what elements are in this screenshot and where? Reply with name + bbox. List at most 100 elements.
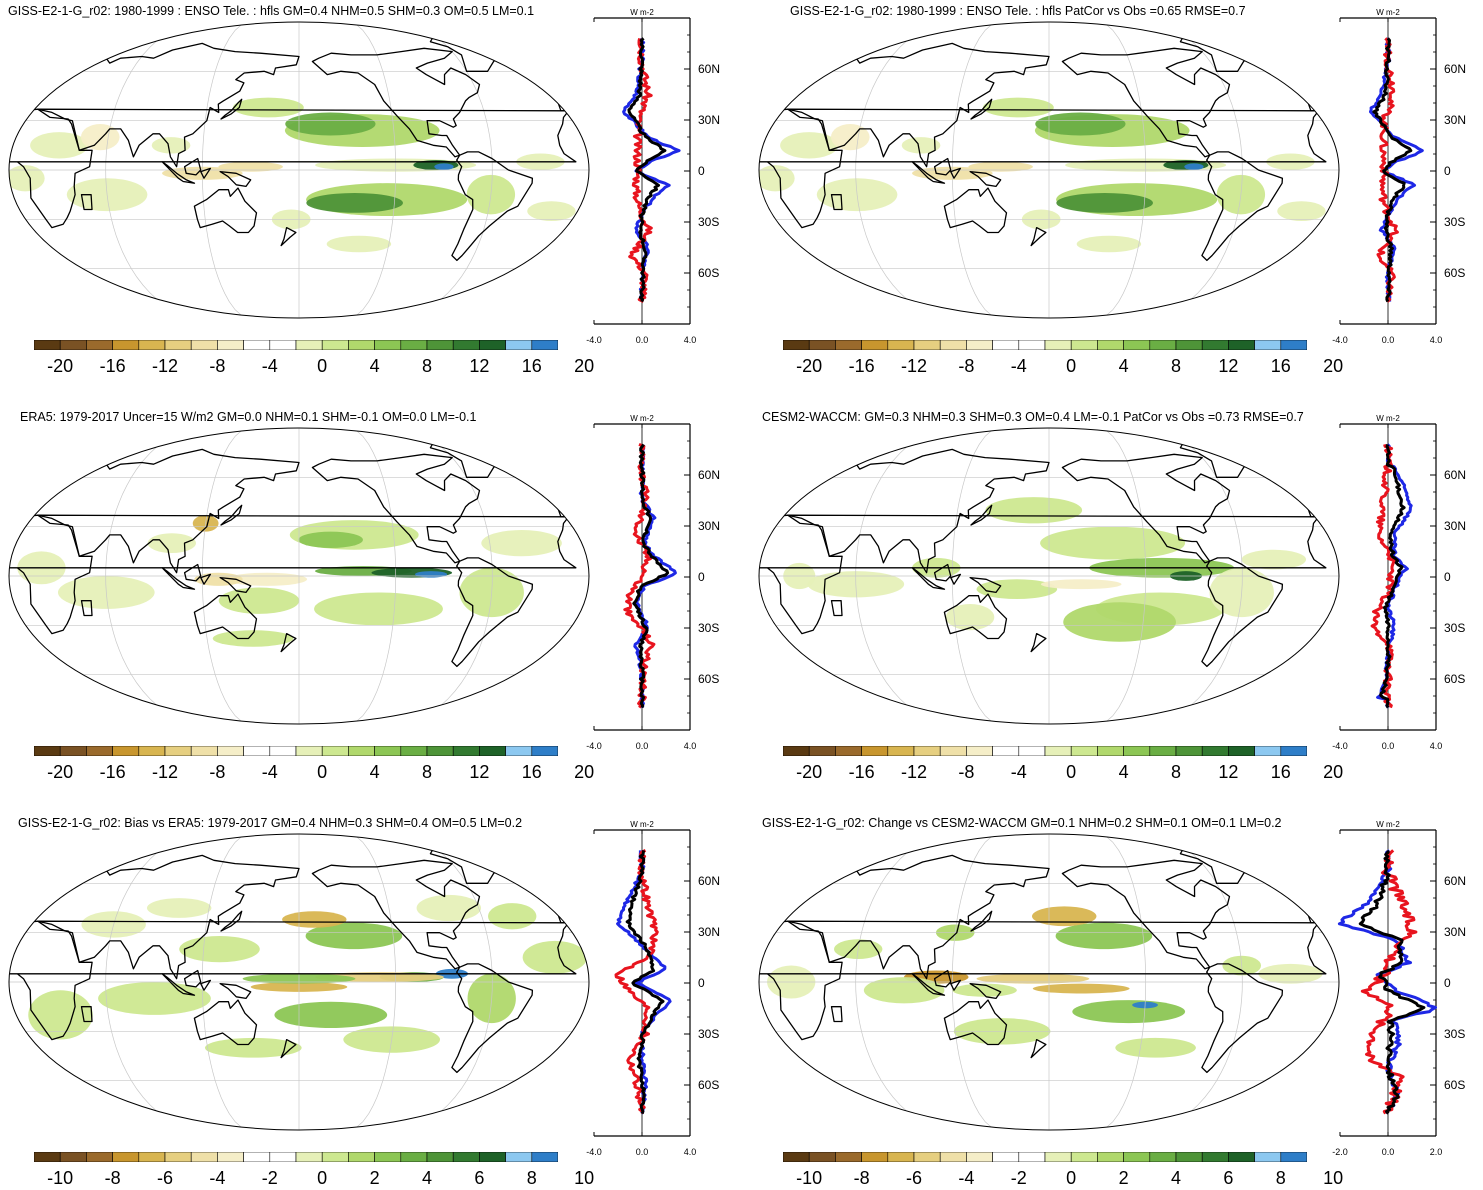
profile-curve [622, 38, 681, 302]
colorbar-swatch [966, 1152, 993, 1162]
colorbar-swatch [531, 340, 558, 350]
coastline [200, 167, 212, 179]
anomaly-region [218, 587, 300, 614]
colorbar-swatch [269, 340, 297, 350]
colorbar-tick-label: 20 [1323, 762, 1344, 782]
anomaly-region [1277, 201, 1326, 221]
coastline [80, 194, 93, 211]
robinson-map [758, 833, 1340, 1131]
zonal-mean-profile: W m-2 60N 30N 0 30S 60S -4.0 0.0 4.0 [586, 414, 720, 751]
coastline [80, 1006, 93, 1023]
colorbar-tick-label: 6 [1223, 1168, 1234, 1188]
panel-title: GISS-E2-1-G_r02: 1980-1999 : ENSO Tele. … [8, 4, 535, 18]
anomaly-region [976, 973, 1090, 984]
lat-label: 30S [698, 1027, 719, 1041]
anomaly-region [314, 592, 443, 626]
colorbar-swatch [190, 340, 218, 350]
profile-tick-label: 0.0 [636, 1147, 649, 1157]
graticule-lon [201, 22, 245, 318]
coastline [943, 187, 1008, 234]
anomaly-region [1241, 549, 1307, 570]
anomaly-region [1032, 983, 1130, 994]
colorbar-tick-label: -10 [796, 1168, 823, 1188]
colorbar-tick-label: 12 [469, 356, 490, 376]
anomaly-region [434, 163, 454, 170]
lat-label: 0 [1444, 976, 1451, 990]
anomaly-region [147, 533, 196, 553]
coastline [1201, 963, 1284, 1074]
colorbar-swatch [295, 746, 323, 756]
colorbar-swatch [190, 746, 218, 756]
graticule-lon [855, 834, 941, 1130]
coastline [556, 87, 577, 112]
colorbar-swatch [479, 1152, 506, 1162]
coastline [1294, 479, 1309, 495]
colorbar-labels: -10 -8 -6 -4 -2 0 2 4 6 8 10 [34, 1168, 594, 1190]
anomaly-region [863, 977, 945, 1004]
coastline [1201, 151, 1284, 262]
coastline [771, 854, 1050, 980]
profile-tick-label: 4.0 [1430, 335, 1443, 345]
coastline [1030, 1038, 1047, 1059]
colorbar-swatch [1018, 1152, 1046, 1162]
lat-label: 30N [1444, 925, 1466, 939]
coastline [544, 885, 559, 901]
colorbar-swatch [269, 746, 297, 756]
coastline [280, 1038, 297, 1059]
colorbar-swatch [243, 1152, 271, 1162]
colorbar-tick-label: 16 [1270, 356, 1291, 376]
anomaly-region [146, 898, 212, 918]
colorbar-swatch [835, 340, 862, 350]
anomaly-region [1055, 922, 1153, 950]
colorbar [783, 1152, 1307, 1162]
coastline [544, 479, 559, 495]
colorbar-swatch [243, 746, 271, 756]
graticule-lon [105, 22, 191, 318]
colorbar-swatch [835, 746, 862, 756]
lat-label: 30N [698, 519, 720, 533]
colorbar [34, 340, 558, 350]
colorbar-swatch [426, 746, 454, 756]
anomaly-region [306, 193, 403, 213]
panel-title: CESM2-WACCM: GM=0.3 NHM=0.3 SHM=0.3 OM=0… [762, 410, 1304, 424]
lat-label: 60S [698, 266, 719, 280]
lat-label: 30S [1444, 621, 1465, 635]
coastline [969, 982, 1002, 1000]
colorbar-swatch [1123, 340, 1151, 350]
coastline [220, 504, 243, 526]
coastline [183, 563, 202, 582]
colorbar-tick-label: -4 [261, 762, 278, 782]
coastline [544, 73, 559, 89]
profile-curve [614, 849, 659, 1114]
zonal-mean-profile: W m-2 60N 30N 0 30S 60S -4.0 0.0 4.0 [586, 820, 720, 1157]
colorbar-swatch [913, 746, 941, 756]
colorbar-swatch [939, 1152, 967, 1162]
coastline [771, 42, 1050, 168]
colorbar-swatch [374, 340, 402, 350]
colorbar-tick-label: -6 [156, 1168, 174, 1188]
colorbar-tick-label: -20 [47, 762, 74, 782]
lat-label: 60N [698, 874, 720, 888]
coastline [280, 632, 297, 653]
colorbar-swatch [783, 746, 810, 756]
colorbar-tick-label: 0 [317, 762, 328, 782]
colorbar-swatch [295, 340, 323, 350]
colorbar-swatch [217, 340, 244, 350]
colorbar-swatch [452, 340, 480, 350]
colorbar-tick-label: -8 [853, 1168, 870, 1188]
colorbar-tick-label: -8 [209, 762, 226, 782]
profile-tick-label: 0.0 [636, 741, 649, 751]
colorbar-swatch [1201, 746, 1229, 756]
colorbar [783, 746, 1307, 756]
profile-tick-label: 0.0 [1382, 1147, 1395, 1157]
colorbar-tick-label: -8 [209, 356, 226, 376]
coastline [970, 98, 993, 120]
anomaly-region [527, 201, 576, 221]
colorbar-swatch [348, 340, 375, 350]
profile-curve [628, 37, 653, 303]
anomaly-region [1035, 112, 1126, 136]
graticule-lon [1103, 834, 1147, 1130]
anomaly-region [1056, 193, 1153, 213]
coastline [219, 982, 252, 1000]
colorbar-swatch [190, 1152, 218, 1162]
